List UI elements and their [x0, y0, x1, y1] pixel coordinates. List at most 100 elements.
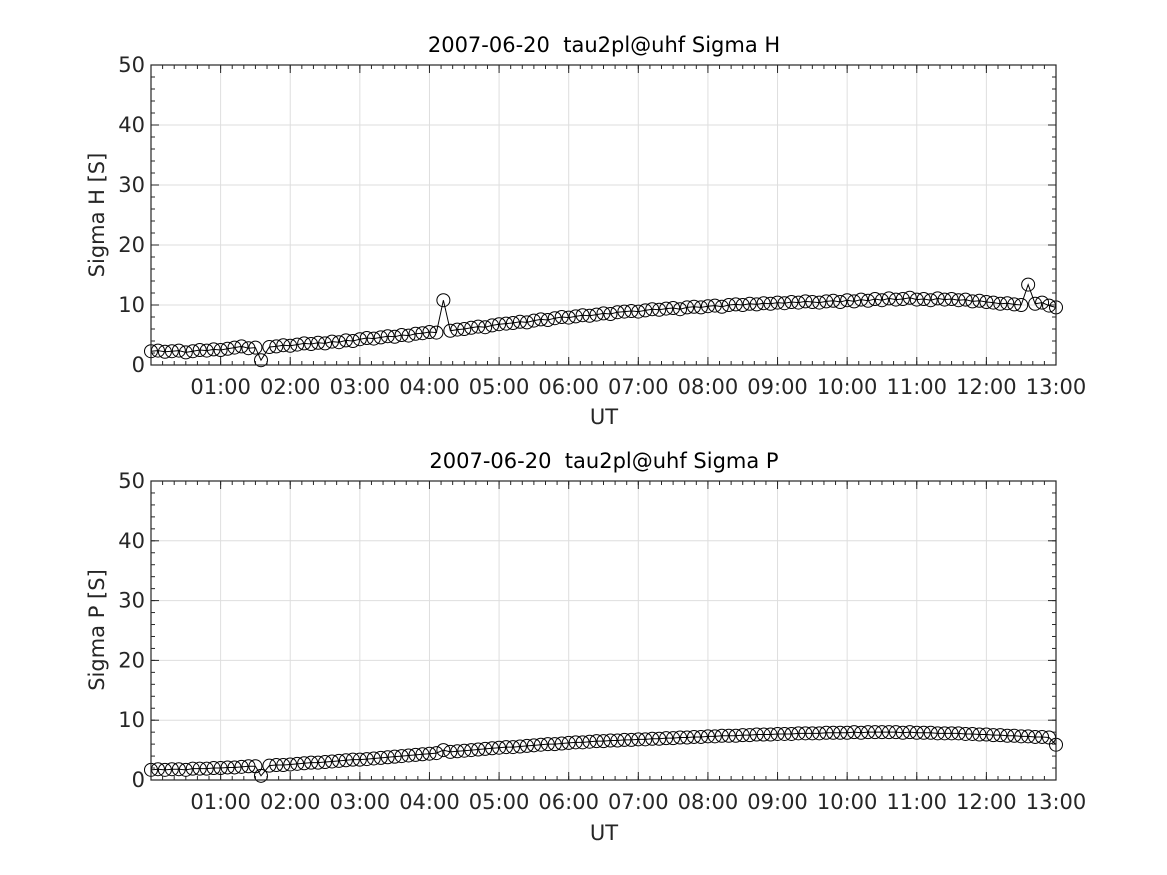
data-point [826, 725, 841, 740]
data-point [199, 343, 214, 358]
data-point [429, 325, 444, 340]
data-point [450, 744, 465, 759]
data-point [540, 313, 555, 327]
x-axis-label-sigma-h: UT [590, 405, 618, 429]
data-point [352, 752, 367, 767]
data-point [178, 762, 193, 777]
data-point [387, 749, 402, 764]
y-tick-label: 50 [118, 53, 145, 77]
data-point [763, 296, 778, 311]
x-tick-label: 12:00 [956, 375, 1017, 399]
x-tick-label: 10:00 [817, 790, 878, 814]
y-tick-label: 10 [118, 708, 145, 732]
data-point [157, 762, 172, 777]
data-point [951, 293, 966, 308]
data-point [923, 293, 938, 308]
data-point [965, 726, 980, 741]
plot-area-sigma-h [144, 64, 1063, 368]
data-point [575, 308, 590, 323]
data-point [262, 758, 277, 773]
x-tick-label: 02:00 [260, 790, 321, 814]
data-point [429, 746, 444, 761]
data-point [638, 732, 653, 747]
x-tick-label: 06:00 [538, 790, 599, 814]
data-point [533, 737, 548, 752]
x-tick-label: 11:00 [887, 790, 948, 814]
data-point [645, 302, 660, 317]
plot-area-sigma-p [144, 480, 1063, 783]
data-point [847, 725, 862, 740]
x-tick-label: 13:00 [1026, 790, 1087, 814]
data-point [248, 340, 263, 355]
data-point [700, 729, 715, 744]
x-tick-label: 02:00 [260, 375, 321, 399]
data-point [366, 331, 381, 346]
data-point [1028, 296, 1043, 311]
data-point [485, 318, 500, 333]
data-point [1014, 729, 1029, 744]
data-point [693, 729, 708, 744]
data-point [185, 761, 200, 776]
data-point [937, 726, 952, 741]
data-point [721, 298, 736, 312]
y-tick-label: 30 [118, 173, 145, 197]
data-point [262, 340, 277, 354]
data-point [909, 292, 924, 307]
data-point [791, 726, 806, 741]
data-point [944, 292, 959, 306]
x-tick-label: 04:00 [399, 375, 460, 399]
data-point [770, 295, 785, 310]
data-point [436, 293, 451, 308]
x-tick-label: 11:00 [887, 375, 948, 399]
data-point [199, 761, 214, 776]
data-point [568, 735, 583, 750]
data-point [290, 337, 305, 352]
data-point [895, 292, 910, 306]
data-point [763, 727, 778, 742]
data-point [164, 762, 179, 777]
data-point [331, 753, 346, 768]
data-point [1021, 277, 1036, 292]
data-point [972, 293, 987, 308]
data-point [318, 755, 333, 770]
data-point [624, 304, 639, 318]
x-tick-label: 09:00 [747, 375, 808, 399]
data-point [471, 319, 486, 334]
y-tick-label: 0 [132, 353, 145, 377]
data-point [742, 728, 757, 743]
data-point [178, 345, 193, 360]
x-tick-label: 06:00 [538, 375, 599, 399]
data-point [874, 293, 889, 308]
data-point [394, 328, 409, 342]
data-point [888, 725, 903, 740]
data-point [415, 747, 430, 762]
data-point [993, 728, 1008, 743]
data-point [547, 311, 562, 326]
data-point [735, 728, 750, 743]
data-point [631, 304, 646, 319]
data-point [610, 733, 625, 748]
data-point [610, 305, 625, 320]
data-point [325, 754, 339, 769]
data-point [464, 320, 479, 335]
data-point [192, 761, 207, 776]
y-tick-label: 0 [132, 768, 145, 792]
data-point [582, 734, 597, 749]
data-point [659, 301, 674, 316]
data-point [596, 306, 611, 321]
data-point [895, 725, 910, 740]
data-point [833, 295, 848, 309]
data-point [171, 343, 186, 358]
data-point [645, 731, 660, 746]
data-point [819, 294, 834, 309]
data-point [881, 725, 896, 740]
data-point [526, 738, 541, 753]
data-point [359, 331, 374, 345]
data-point [805, 295, 820, 309]
data-point [680, 730, 695, 745]
data-point [680, 300, 695, 315]
data-point [700, 299, 715, 314]
x-tick-label: 13:00 [1026, 375, 1087, 399]
data-point [561, 310, 576, 325]
